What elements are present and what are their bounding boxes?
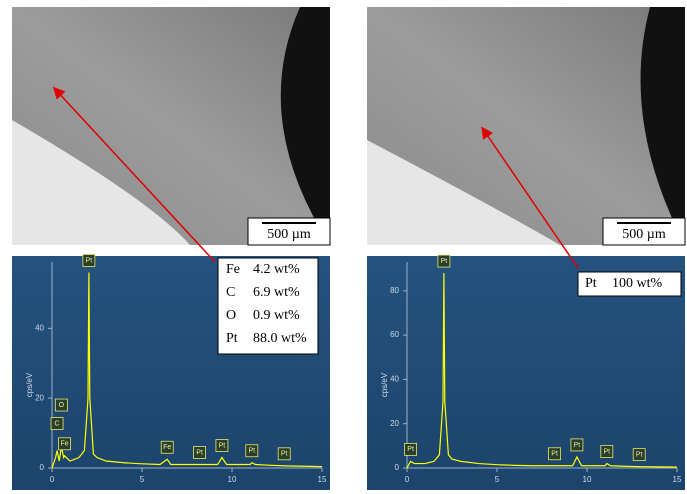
page: 500 µm 500 µm 02040051015cps/eVPtFeCOFeP…	[0, 0, 687, 494]
x-tick-label: 5	[140, 475, 145, 484]
peak-label: Pt	[407, 446, 414, 453]
peak-label: Pt	[248, 448, 255, 455]
peak-label: Pt	[603, 448, 610, 455]
y-tick-label: 80	[390, 286, 399, 295]
x-tick-label: 10	[583, 475, 592, 484]
element: Pt	[585, 276, 597, 291]
peak-label: Pt	[441, 258, 448, 265]
peak-label: Fe	[61, 441, 69, 448]
peak-label: Pt	[574, 442, 581, 449]
peak-label: O	[59, 402, 65, 409]
peak-label: Pt	[196, 449, 203, 456]
y-tick-label: 0	[395, 463, 400, 472]
scale-bar: 500 µm	[248, 218, 330, 245]
peak-label: Pt	[636, 451, 643, 458]
y-axis-label: cps/eV	[380, 372, 389, 397]
element: Fe	[226, 262, 240, 277]
x-tick-label: 5	[495, 475, 500, 484]
element: C	[226, 285, 235, 300]
amount: 88.0 wt%	[253, 331, 307, 346]
amount: 6.9 wt%	[253, 285, 300, 300]
y-tick-label: 40	[390, 375, 399, 384]
peak-label: C	[55, 420, 60, 427]
y-tick-label: 60	[390, 330, 399, 339]
peak-label: Pt	[86, 257, 93, 264]
peak-label: Pt	[551, 451, 558, 458]
y-tick-label: 20	[390, 419, 399, 428]
sem-image	[367, 7, 685, 245]
peak-label: Fe	[163, 444, 171, 451]
x-tick-label: 0	[50, 475, 55, 484]
amount: 4.2 wt%	[253, 262, 300, 277]
y-tick-label: 0	[40, 463, 45, 472]
element: Pt	[226, 331, 238, 346]
y-axis-label: cps/eV	[25, 372, 34, 397]
scale-label: 500 µm	[622, 227, 666, 242]
figure: 500 µm 500 µm 02040051015cps/eVPtFeCOFeP…	[0, 0, 687, 494]
x-tick-label: 15	[673, 475, 682, 484]
peak-label: Pt	[281, 451, 288, 458]
sem-image	[12, 7, 330, 245]
peak-label: Pt	[219, 442, 226, 449]
y-tick-label: 40	[35, 323, 44, 332]
amount: 100 wt%	[612, 276, 663, 291]
x-tick-label: 15	[318, 475, 327, 484]
x-tick-label: 10	[228, 475, 237, 484]
scale-label: 500 µm	[267, 227, 311, 242]
x-tick-label: 0	[405, 475, 410, 484]
y-tick-label: 20	[35, 393, 44, 402]
element: O	[226, 308, 236, 323]
scale-bar: 500 µm	[603, 218, 685, 245]
amount: 0.9 wt%	[253, 308, 300, 323]
